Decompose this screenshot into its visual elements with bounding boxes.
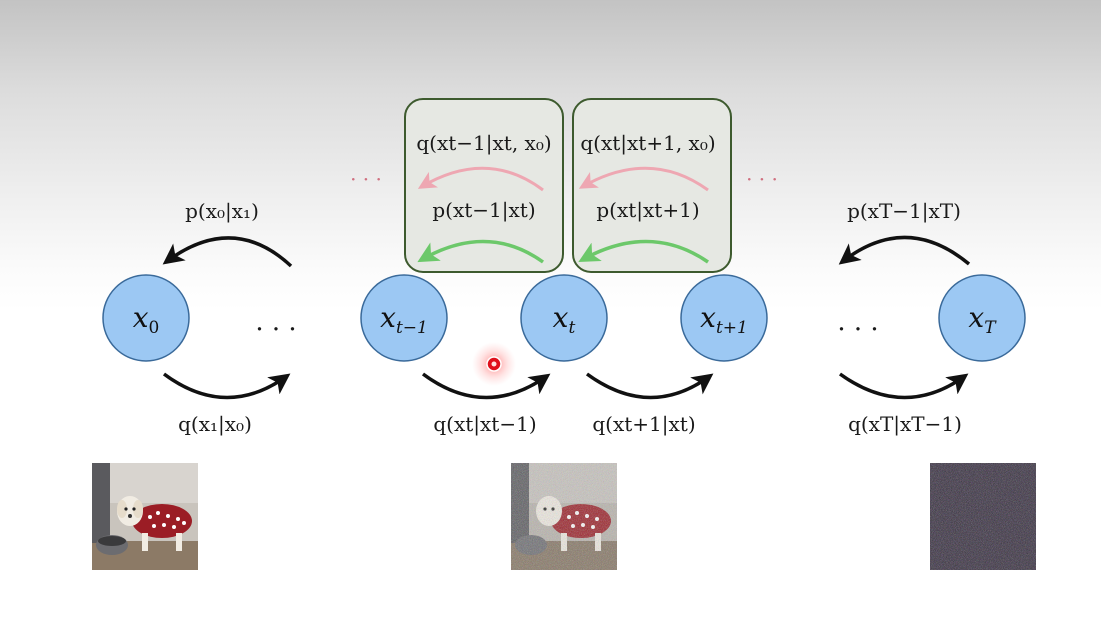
box1-green-arrow xyxy=(417,239,545,264)
label-p-x0-x1: p(x₀|x₁) xyxy=(185,199,259,224)
node-x0 xyxy=(102,274,190,362)
posterior-box-1 xyxy=(404,98,564,273)
box1-pink-arrow xyxy=(417,166,544,192)
label-q-xtp1-xt: q(xt+1|xt) xyxy=(592,412,695,437)
pure-noise-image xyxy=(930,463,1036,570)
node-xt-label: xt xyxy=(553,301,576,338)
laser-pointer-core xyxy=(491,361,497,367)
top-dots-left: · · · xyxy=(350,167,382,191)
box1-p-label: p(xt−1|xt) xyxy=(432,198,535,223)
ellipsis-left: · · · xyxy=(255,315,296,345)
label-p-xTm1-xT: p(xT−1|xT) xyxy=(847,199,961,224)
node-xT-label: xT xyxy=(968,301,997,338)
clean-dog-image xyxy=(92,463,198,570)
label-q-xT-xTm1: q(xT|xT−1) xyxy=(848,412,962,437)
node-xt xyxy=(520,274,608,362)
node-xt-minus-1 xyxy=(360,274,448,362)
posterior-box-2 xyxy=(572,98,732,273)
box2-green-arrow xyxy=(578,239,709,264)
reverse-arrow-x1-x0 xyxy=(162,236,293,268)
label-q-x1-x0: q(x₁|x₀) xyxy=(178,412,252,437)
node-xt-minus-1-label: xt−1 xyxy=(380,301,428,338)
box2-q-label: q(xt|xt+1, x₀) xyxy=(580,131,715,156)
box2-p-label: p(xt|xt+1) xyxy=(596,198,699,223)
top-dots-right: · · · xyxy=(746,167,778,191)
forward-arrow-xt-xtp1 xyxy=(585,372,714,400)
node-xT xyxy=(938,274,1026,362)
ellipsis-right: · · · xyxy=(837,315,878,345)
forward-arrow-xtm1-xt xyxy=(421,372,551,400)
noisy-dog-image xyxy=(511,463,617,570)
forward-arrow-xTm1-xT xyxy=(838,372,969,400)
box1-q-label: q(xt−1|xt, x₀) xyxy=(416,131,551,156)
label-q-xt-xtm1: q(xt|xt−1) xyxy=(433,412,536,437)
node-xt-plus-1 xyxy=(680,274,768,362)
forward-arrow-x0-x1 xyxy=(162,372,291,400)
node-x0-label: x0 xyxy=(133,301,160,338)
reverse-arrow-xT-xTm1 xyxy=(838,235,971,266)
box2-pink-arrow xyxy=(578,166,709,192)
node-xt-plus-1-label: xt+1 xyxy=(700,301,748,338)
